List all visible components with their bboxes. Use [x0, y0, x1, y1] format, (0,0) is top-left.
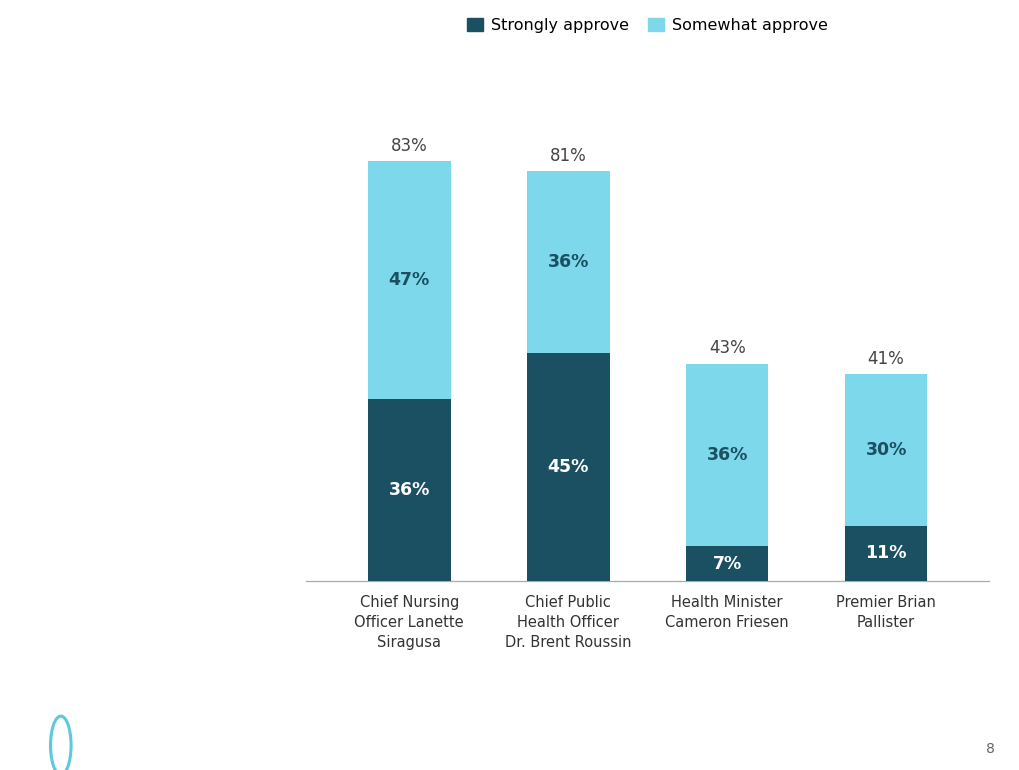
- Legend: Strongly approve, Somewhat approve: Strongly approve, Somewhat approve: [461, 12, 834, 40]
- Text: 36%: 36%: [706, 446, 747, 464]
- Text: 41%: 41%: [867, 350, 904, 367]
- Bar: [527, 353, 609, 581]
- Bar: [685, 363, 767, 546]
- Text: 81%: 81%: [549, 147, 586, 165]
- Bar: [844, 526, 926, 581]
- Text: 11%: 11%: [864, 544, 906, 563]
- Text: BE RESEARCH INC.: BE RESEARCH INC.: [82, 720, 211, 733]
- Text: 7%: 7%: [712, 554, 741, 573]
- Text: APPROVAL OF
PUBLIC HEALTH
OFFICIALS MUCH
HIGHER THAN
THAT OF
POLITICAL
LEADERS: APPROVAL OF PUBLIC HEALTH OFFICIALS MUCH…: [24, 35, 275, 231]
- Text: 36%: 36%: [547, 253, 588, 271]
- Text: 45%: 45%: [547, 458, 588, 477]
- Text: Base: All respondents (N=800): Base: All respondents (N=800): [24, 681, 218, 695]
- Text: 83%: 83%: [390, 137, 427, 155]
- Text: Q5.: Q5.: [24, 427, 46, 437]
- Bar: [685, 546, 767, 581]
- Bar: [844, 373, 926, 526]
- Text: 8: 8: [984, 742, 994, 756]
- Bar: [527, 171, 609, 353]
- Text: 36%: 36%: [388, 481, 430, 499]
- Bar: [368, 161, 450, 399]
- Text: 43%: 43%: [708, 340, 745, 357]
- Bar: [368, 399, 450, 581]
- Text: “How would you rate the
performance of each of the
following public officials du: “How would you rate the performance of e…: [57, 427, 256, 527]
- Text: PR: PR: [24, 718, 47, 733]
- Text: 47%: 47%: [388, 271, 429, 289]
- Text: 30%: 30%: [864, 440, 906, 459]
